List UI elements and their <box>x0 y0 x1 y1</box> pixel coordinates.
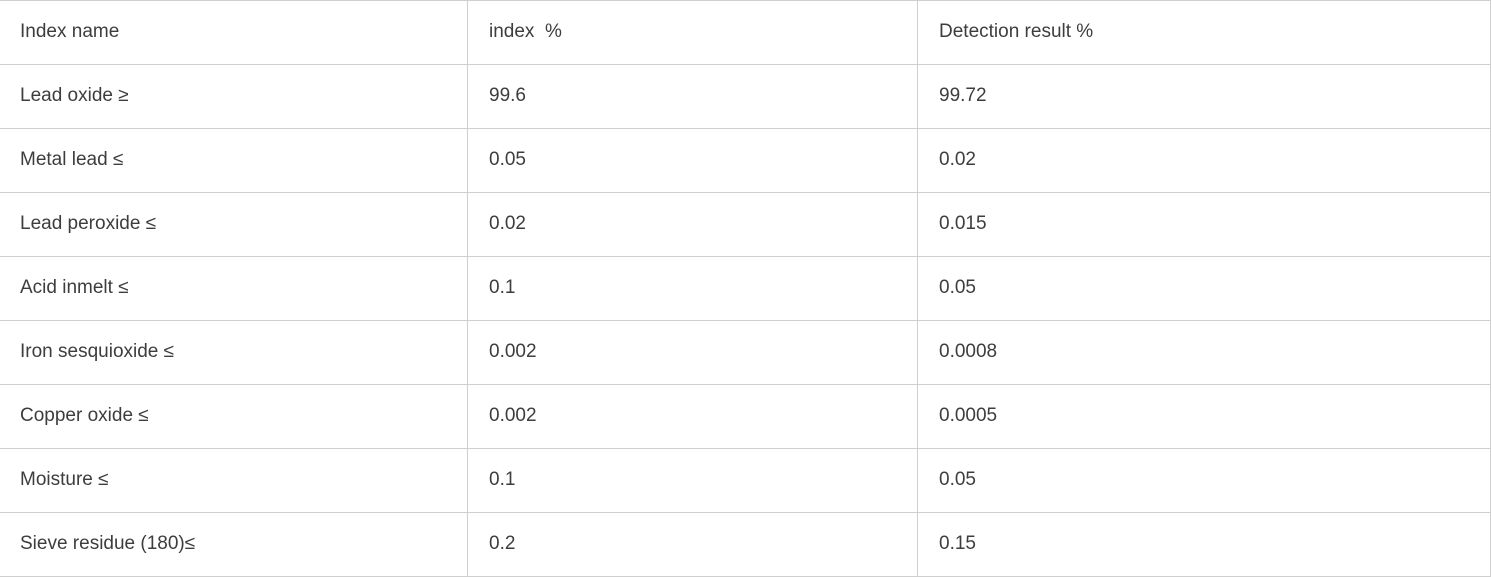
table-row: Lead peroxide ≤ 0.02 0.015 <box>0 193 1491 257</box>
table-row: Moisture ≤ 0.1 0.05 <box>0 449 1491 513</box>
header-detection-result: Detection result % <box>918 1 1491 64</box>
cell-index-value: 0.002 <box>468 385 918 448</box>
header-row: Index name index % Detection result % <box>0 1 1491 65</box>
cell-index-name: Lead oxide ≥ <box>0 65 468 128</box>
cell-index-name: Acid inmelt ≤ <box>0 257 468 320</box>
cell-index-value: 0.1 <box>468 449 918 512</box>
cell-detection-result: 0.0005 <box>918 385 1491 448</box>
cell-index-value: 0.002 <box>468 321 918 384</box>
table-row: Metal lead ≤ 0.05 0.02 <box>0 129 1491 193</box>
cell-index-value: 0.05 <box>468 129 918 192</box>
cell-index-value: 0.1 <box>468 257 918 320</box>
cell-detection-result: 0.05 <box>918 257 1491 320</box>
table-row: Sieve residue (180)≤ 0.2 0.15 <box>0 513 1491 577</box>
table-row: Acid inmelt ≤ 0.1 0.05 <box>0 257 1491 321</box>
cell-index-name: Metal lead ≤ <box>0 129 468 192</box>
table-row: Iron sesquioxide ≤ 0.002 0.0008 <box>0 321 1491 385</box>
cell-index-name: Copper oxide ≤ <box>0 385 468 448</box>
cell-detection-result: 0.15 <box>918 513 1491 576</box>
table-row: Copper oxide ≤ 0.002 0.0005 <box>0 385 1491 449</box>
cell-detection-result: 0.02 <box>918 129 1491 192</box>
table-row: Lead oxide ≥ 99.6 99.72 <box>0 65 1491 129</box>
cell-index-name: Moisture ≤ <box>0 449 468 512</box>
cell-index-name: Sieve residue (180)≤ <box>0 513 468 576</box>
cell-detection-result: 99.72 <box>918 65 1491 128</box>
cell-index-value: 0.02 <box>468 193 918 256</box>
cell-index-value: 99.6 <box>468 65 918 128</box>
header-index-percent: index % <box>468 1 918 64</box>
cell-detection-result: 0.05 <box>918 449 1491 512</box>
cell-detection-result: 0.015 <box>918 193 1491 256</box>
cell-index-value: 0.2 <box>468 513 918 576</box>
cell-index-name: Lead peroxide ≤ <box>0 193 468 256</box>
header-index-name: Index name <box>0 1 468 64</box>
cell-index-name: Iron sesquioxide ≤ <box>0 321 468 384</box>
cell-detection-result: 0.0008 <box>918 321 1491 384</box>
